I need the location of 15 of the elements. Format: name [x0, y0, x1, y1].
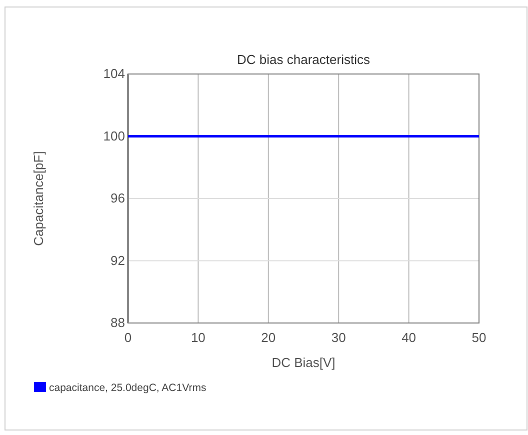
y-axis-title: Capacitance[pF] [31, 151, 46, 246]
legend-label: capacitance, 25.0degC, AC1Vrms [49, 382, 206, 394]
y-tick-label: 96 [110, 190, 125, 206]
x-tick-label: 40 [402, 330, 416, 345]
chart-title: DC bias characteristics [237, 52, 370, 67]
y-tick-label: 88 [110, 315, 125, 330]
y-tick-label: 100 [103, 128, 125, 144]
y-tick-label: 92 [110, 252, 125, 268]
x-tick-label: 0 [124, 330, 132, 345]
x-tick-label: 30 [331, 330, 346, 345]
x-axis-title: DC Bias[V] [272, 355, 336, 370]
x-tick-label: 20 [261, 330, 276, 345]
y-tick-label: 104 [103, 66, 125, 81]
x-tick-label: 50 [472, 330, 486, 345]
x-tick-label: 10 [190, 330, 206, 345]
